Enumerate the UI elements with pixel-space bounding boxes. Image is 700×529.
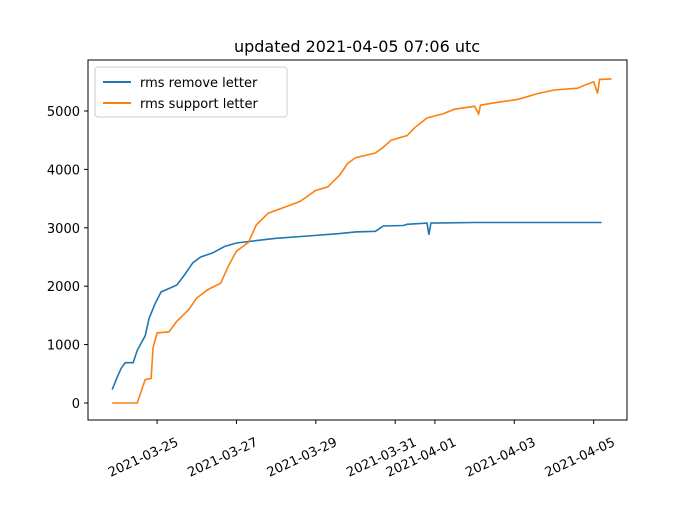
chart-title: updated 2021-04-05 07:06 utc xyxy=(234,37,480,56)
x-tick-label: 2021-04-05 xyxy=(543,435,618,481)
y-tick-label: 2000 xyxy=(47,280,80,295)
x-tick-label: 2021-03-25 xyxy=(106,435,181,481)
y-tick-label: 1000 xyxy=(47,339,80,354)
x-tick-label: 2021-04-03 xyxy=(463,435,538,481)
x-tick-label: 2021-03-27 xyxy=(186,435,261,481)
y-tick-label: 5000 xyxy=(47,105,80,120)
y-tick-label: 4000 xyxy=(47,163,80,178)
plot-frame xyxy=(87,59,628,421)
x-tick-label: 2021-03-29 xyxy=(265,435,340,481)
series-line xyxy=(112,78,612,404)
legend-label: rms support letter xyxy=(140,97,259,112)
legend-label: rms remove letter xyxy=(140,76,258,91)
y-tick-label: 3000 xyxy=(47,222,80,237)
y-tick-label: 0 xyxy=(72,397,80,412)
series-line xyxy=(111,221,602,390)
legend-box xyxy=(94,66,288,118)
